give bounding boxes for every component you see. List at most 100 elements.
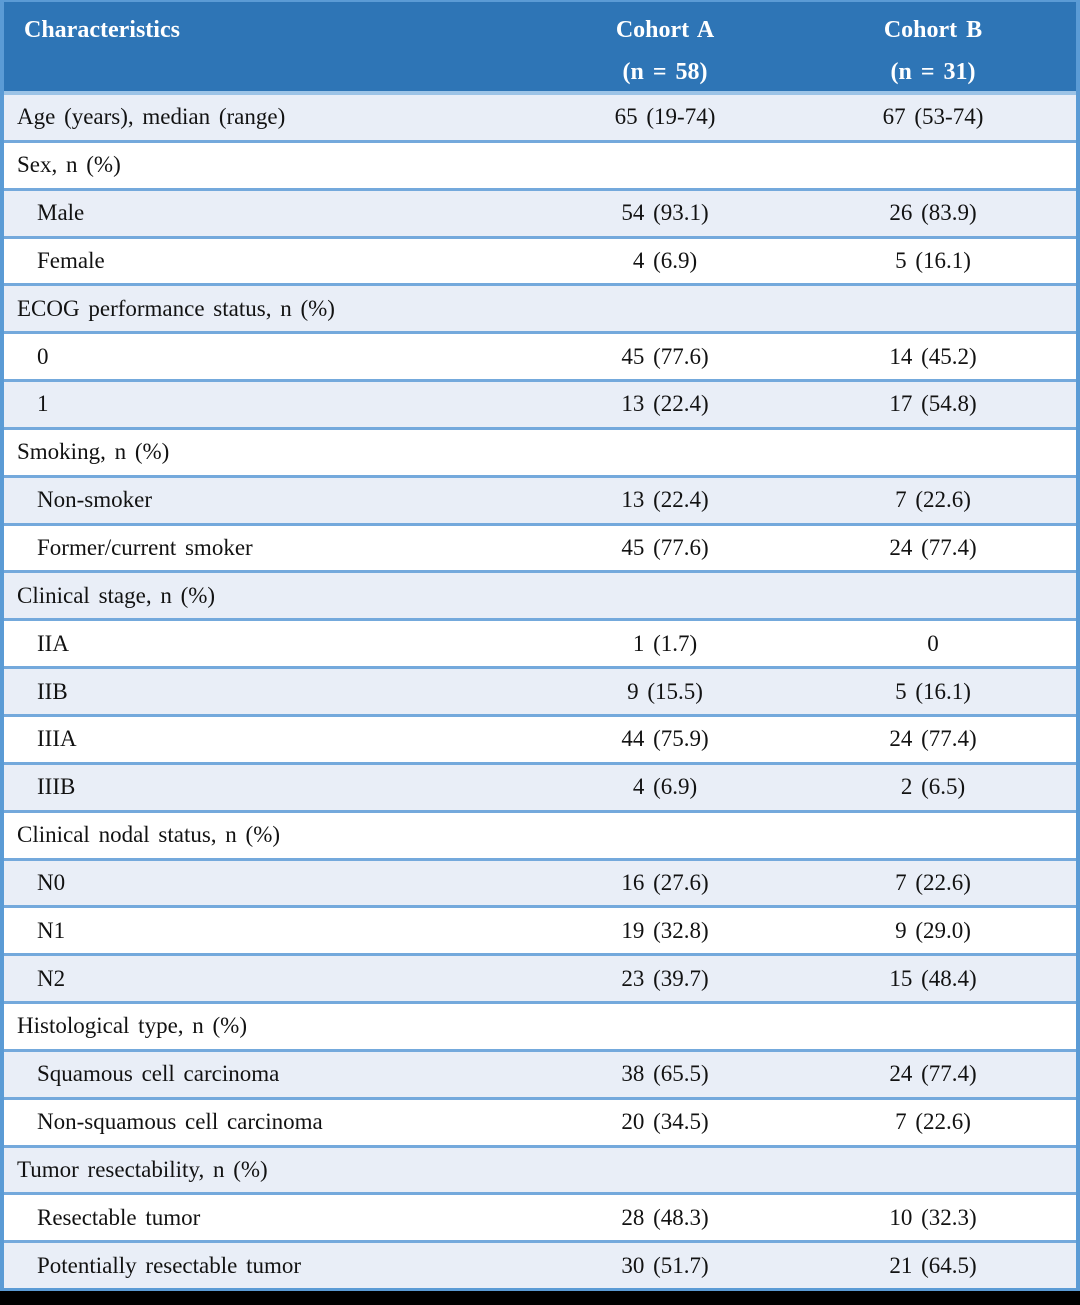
cohort-b-cell: 24 (77.4) [889, 726, 977, 752]
cohort-b-cell [790, 1004, 1076, 1049]
cohort-b-cell [790, 143, 1076, 188]
cohort-b-cell: 2 (6.5) [900, 774, 966, 800]
characteristic-cell: IIA [37, 630, 69, 656]
bottom-black-bar [0, 1291, 1080, 1305]
cohort-a-cell: 44 (75.9) [621, 726, 709, 752]
cohort-b-cell: 7 (22.6) [895, 869, 971, 895]
cohort-b-cell: 0 [927, 630, 939, 656]
table-row: Potentially resectable tumor 30 (51.7) 2… [4, 1240, 1076, 1289]
table-row: Resectable tumor 28 (48.3) 10 (32.3) [4, 1192, 1076, 1241]
characteristic-cell: Age (years), median (range) [17, 104, 286, 130]
column-header-cohort-a: Cohort A (n = 58) [540, 2, 790, 91]
characteristic-cell: Former/current smoker [37, 535, 253, 561]
table-row: Male 54 (93.1) 26 (83.9) [4, 187, 1076, 236]
table-row: Former/current smoker 45 (77.6) 24 (77.4… [4, 522, 1076, 571]
cohort-b-cell: 14 (45.2) [889, 343, 977, 369]
column-header-label: Characteristics [24, 17, 180, 43]
table-row: Clinical nodal status, n (%) [4, 809, 1076, 858]
characteristic-cell: Clinical stage, n (%) [17, 582, 216, 608]
cohort-b-cell: 24 (77.4) [889, 1061, 977, 1087]
cohort-b-cell: 7 (22.6) [895, 1109, 971, 1135]
table-row: N2 23 (39.7) 15 (48.4) [4, 953, 1076, 1002]
cohort-a-cell: 28 (48.3) [621, 1204, 709, 1230]
cohort-a-cell: 13 (22.4) [621, 487, 709, 513]
cohort-a-cell [540, 143, 790, 188]
table-row: IIB 9 (15.5) 5 (16.1) [4, 666, 1076, 714]
table-row: ECOG performance status, n (%) [4, 283, 1076, 332]
table-row: Tumor resectability, n (%) [4, 1144, 1076, 1193]
table-row: Female 4 (6.9) 5 (16.1) [4, 235, 1076, 284]
table-header-row: Characteristics Cohort A (n = 58) Cohort… [4, 2, 1076, 95]
table-row: Clinical stage, n (%) [4, 570, 1076, 619]
cohort-b-cell: 67 (53-74) [882, 104, 984, 130]
cohort-b-cell: 9 (29.0) [895, 917, 971, 943]
characteristic-cell: Potentially resectable tumor [37, 1252, 302, 1278]
characteristic-cell: Histological type, n (%) [17, 1013, 248, 1039]
characteristic-cell: Female [37, 247, 105, 273]
cohort-a-cell: 4 (6.9) [632, 774, 698, 800]
characteristic-cell: Non-smoker [37, 487, 152, 513]
cohort-b-cell: 24 (77.4) [889, 535, 977, 561]
cohort-b-cell: 15 (48.4) [889, 965, 977, 991]
cohort-a-cell: 54 (93.1) [621, 200, 709, 226]
table-row: Sex, n (%) [4, 139, 1076, 188]
characteristic-cell: IIB [37, 678, 68, 704]
characteristic-cell: Resectable tumor [37, 1204, 201, 1230]
cohort-a-cell [540, 573, 790, 618]
cohort-a-cell: 9 (15.5) [627, 678, 703, 704]
table-row: N0 16 (27.6) 7 (22.6) [4, 857, 1076, 906]
cohort-a-cell: 1 (1.7) [632, 630, 698, 656]
characteristic-cell: Male [37, 200, 85, 226]
cohort-a-cell: 13 (22.4) [621, 391, 709, 417]
characteristic-cell: 0 [37, 343, 49, 369]
cohort-a-cell [540, 813, 790, 858]
cohort-a-cell: 16 (27.6) [621, 869, 709, 895]
table-row: 1 13 (22.4) 17 (54.8) [4, 379, 1076, 427]
characteristic-cell: Sex, n (%) [17, 152, 121, 178]
cohort-b-cell: 5 (16.1) [895, 247, 971, 273]
cohort-a-cell: 4 (6.9) [632, 247, 698, 273]
table-row: Non-squamous cell carcinoma 20 (34.5) 7 … [4, 1096, 1076, 1145]
cohort-b-cell: 21 (64.5) [889, 1252, 977, 1278]
cohort-a-cell: 65 (19-74) [614, 104, 716, 130]
cohort-a-cell: 45 (77.6) [621, 535, 709, 561]
table-row: Histological type, n (%) [4, 1001, 1076, 1049]
table-row: Age (years), median (range) 65 (19-74) 6… [4, 95, 1076, 140]
cohort-b-cell: 17 (54.8) [889, 391, 977, 417]
cohort-a-cell [540, 286, 790, 331]
cohort-a-cell: 23 (39.7) [621, 965, 709, 991]
table-row: IIIB 4 (6.9) 2 (6.5) [4, 761, 1076, 810]
characteristic-cell: Smoking, n (%) [17, 439, 170, 465]
characteristic-cell: 1 [37, 391, 49, 417]
characteristic-cell: Clinical nodal status, n (%) [17, 822, 281, 848]
cohort-b-cell [790, 573, 1076, 618]
cohort-b-cell [790, 430, 1076, 475]
column-header-cohort-b: Cohort B (n = 31) [790, 2, 1076, 91]
table-row: Non-smoker 13 (22.4) 7 (22.6) [4, 474, 1076, 523]
cohort-b-cell [790, 1148, 1076, 1193]
column-header-sublabel: (n = 31) [890, 59, 976, 85]
table-row: Smoking, n (%) [4, 426, 1076, 475]
column-header-characteristics: Characteristics [4, 2, 540, 91]
cohort-a-cell: 19 (32.8) [621, 917, 709, 943]
cohort-a-cell: 45 (77.6) [621, 343, 709, 369]
cohort-b-cell: 26 (83.9) [889, 200, 977, 226]
cohort-b-cell [790, 813, 1076, 858]
cohort-a-cell [540, 1004, 790, 1049]
table-body: Age (years), median (range) 65 (19-74) 6… [4, 95, 1076, 1289]
characteristic-cell: N2 [37, 965, 66, 991]
characteristic-cell: N1 [37, 917, 66, 943]
characteristic-cell: Squamous cell carcinoma [37, 1061, 280, 1087]
table-row: 0 45 (77.6) 14 (45.2) [4, 331, 1076, 380]
column-header-label: Cohort A [615, 17, 715, 43]
column-header-label: Cohort B [883, 17, 983, 43]
cohort-a-cell: 30 (51.7) [621, 1252, 709, 1278]
characteristic-cell: IIIA [37, 726, 77, 752]
characteristic-cell: Tumor resectability, n (%) [17, 1156, 268, 1182]
characteristic-cell: ECOG performance status, n (%) [17, 295, 335, 321]
cohort-b-cell [790, 286, 1076, 331]
table-row: IIIA 44 (75.9) 24 (77.4) [4, 713, 1076, 762]
table-row: Squamous cell carcinoma 38 (65.5) 24 (77… [4, 1048, 1076, 1097]
characteristic-cell: N0 [37, 869, 66, 895]
cohort-a-cell [540, 430, 790, 475]
